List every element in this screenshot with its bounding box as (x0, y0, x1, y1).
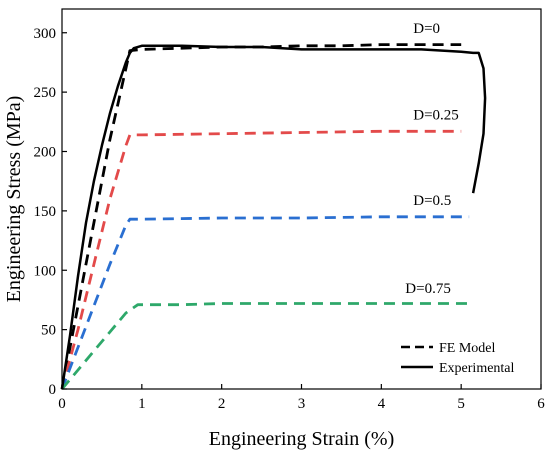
series-line-experimental-4 (60, 44, 487, 390)
legend: FE Model Experimental (401, 341, 515, 376)
y-tick-label: 300 (34, 26, 57, 42)
x-tick-label: 2 (218, 396, 226, 412)
series-line-d-0-25-1 (60, 129, 462, 390)
annotation-label: D=0.75 (405, 281, 451, 297)
x-tick-label: 6 (537, 396, 545, 412)
x-tick-label: 4 (378, 396, 386, 412)
annotation-label: D=0.25 (413, 107, 459, 123)
annotation-label: D=0.5 (413, 193, 451, 209)
y-tick-label: 0 (49, 382, 57, 398)
x-tick-label: 1 (138, 396, 146, 412)
x-tick-label: 5 (457, 396, 465, 412)
y-tick-label: 200 (34, 145, 57, 161)
x-tick-label: 0 (58, 396, 66, 412)
annotation-label: D=0 (413, 21, 440, 37)
y-tick-label: 50 (41, 323, 56, 339)
annotation-layer: D=0 D=0.25 D=0.5 D=0.75 (405, 21, 459, 297)
y-tick-label: 100 (34, 263, 57, 279)
y-tick-label: 250 (34, 85, 57, 101)
series-line-d-0-0 (60, 43, 462, 390)
series-line-d-0-5-2 (60, 215, 470, 390)
legend-label-fe-model: FE Model (439, 341, 496, 356)
x-tick-label: 3 (298, 396, 306, 412)
y-axis-title: Engineering Stress (MPa) (3, 96, 25, 303)
x-axis-title: Engineering Strain (%) (209, 428, 395, 450)
plot-frame (61, 8, 542, 390)
legend-label-experimental: Experimental (439, 361, 515, 376)
series-layer (60, 43, 487, 390)
y-tick-label: 150 (34, 204, 57, 220)
series-line-d-0-75-3 (60, 302, 470, 390)
tick-layer: 0 1 2 3 4 5 6 0 50 100 150 200 250 300 (34, 26, 546, 412)
